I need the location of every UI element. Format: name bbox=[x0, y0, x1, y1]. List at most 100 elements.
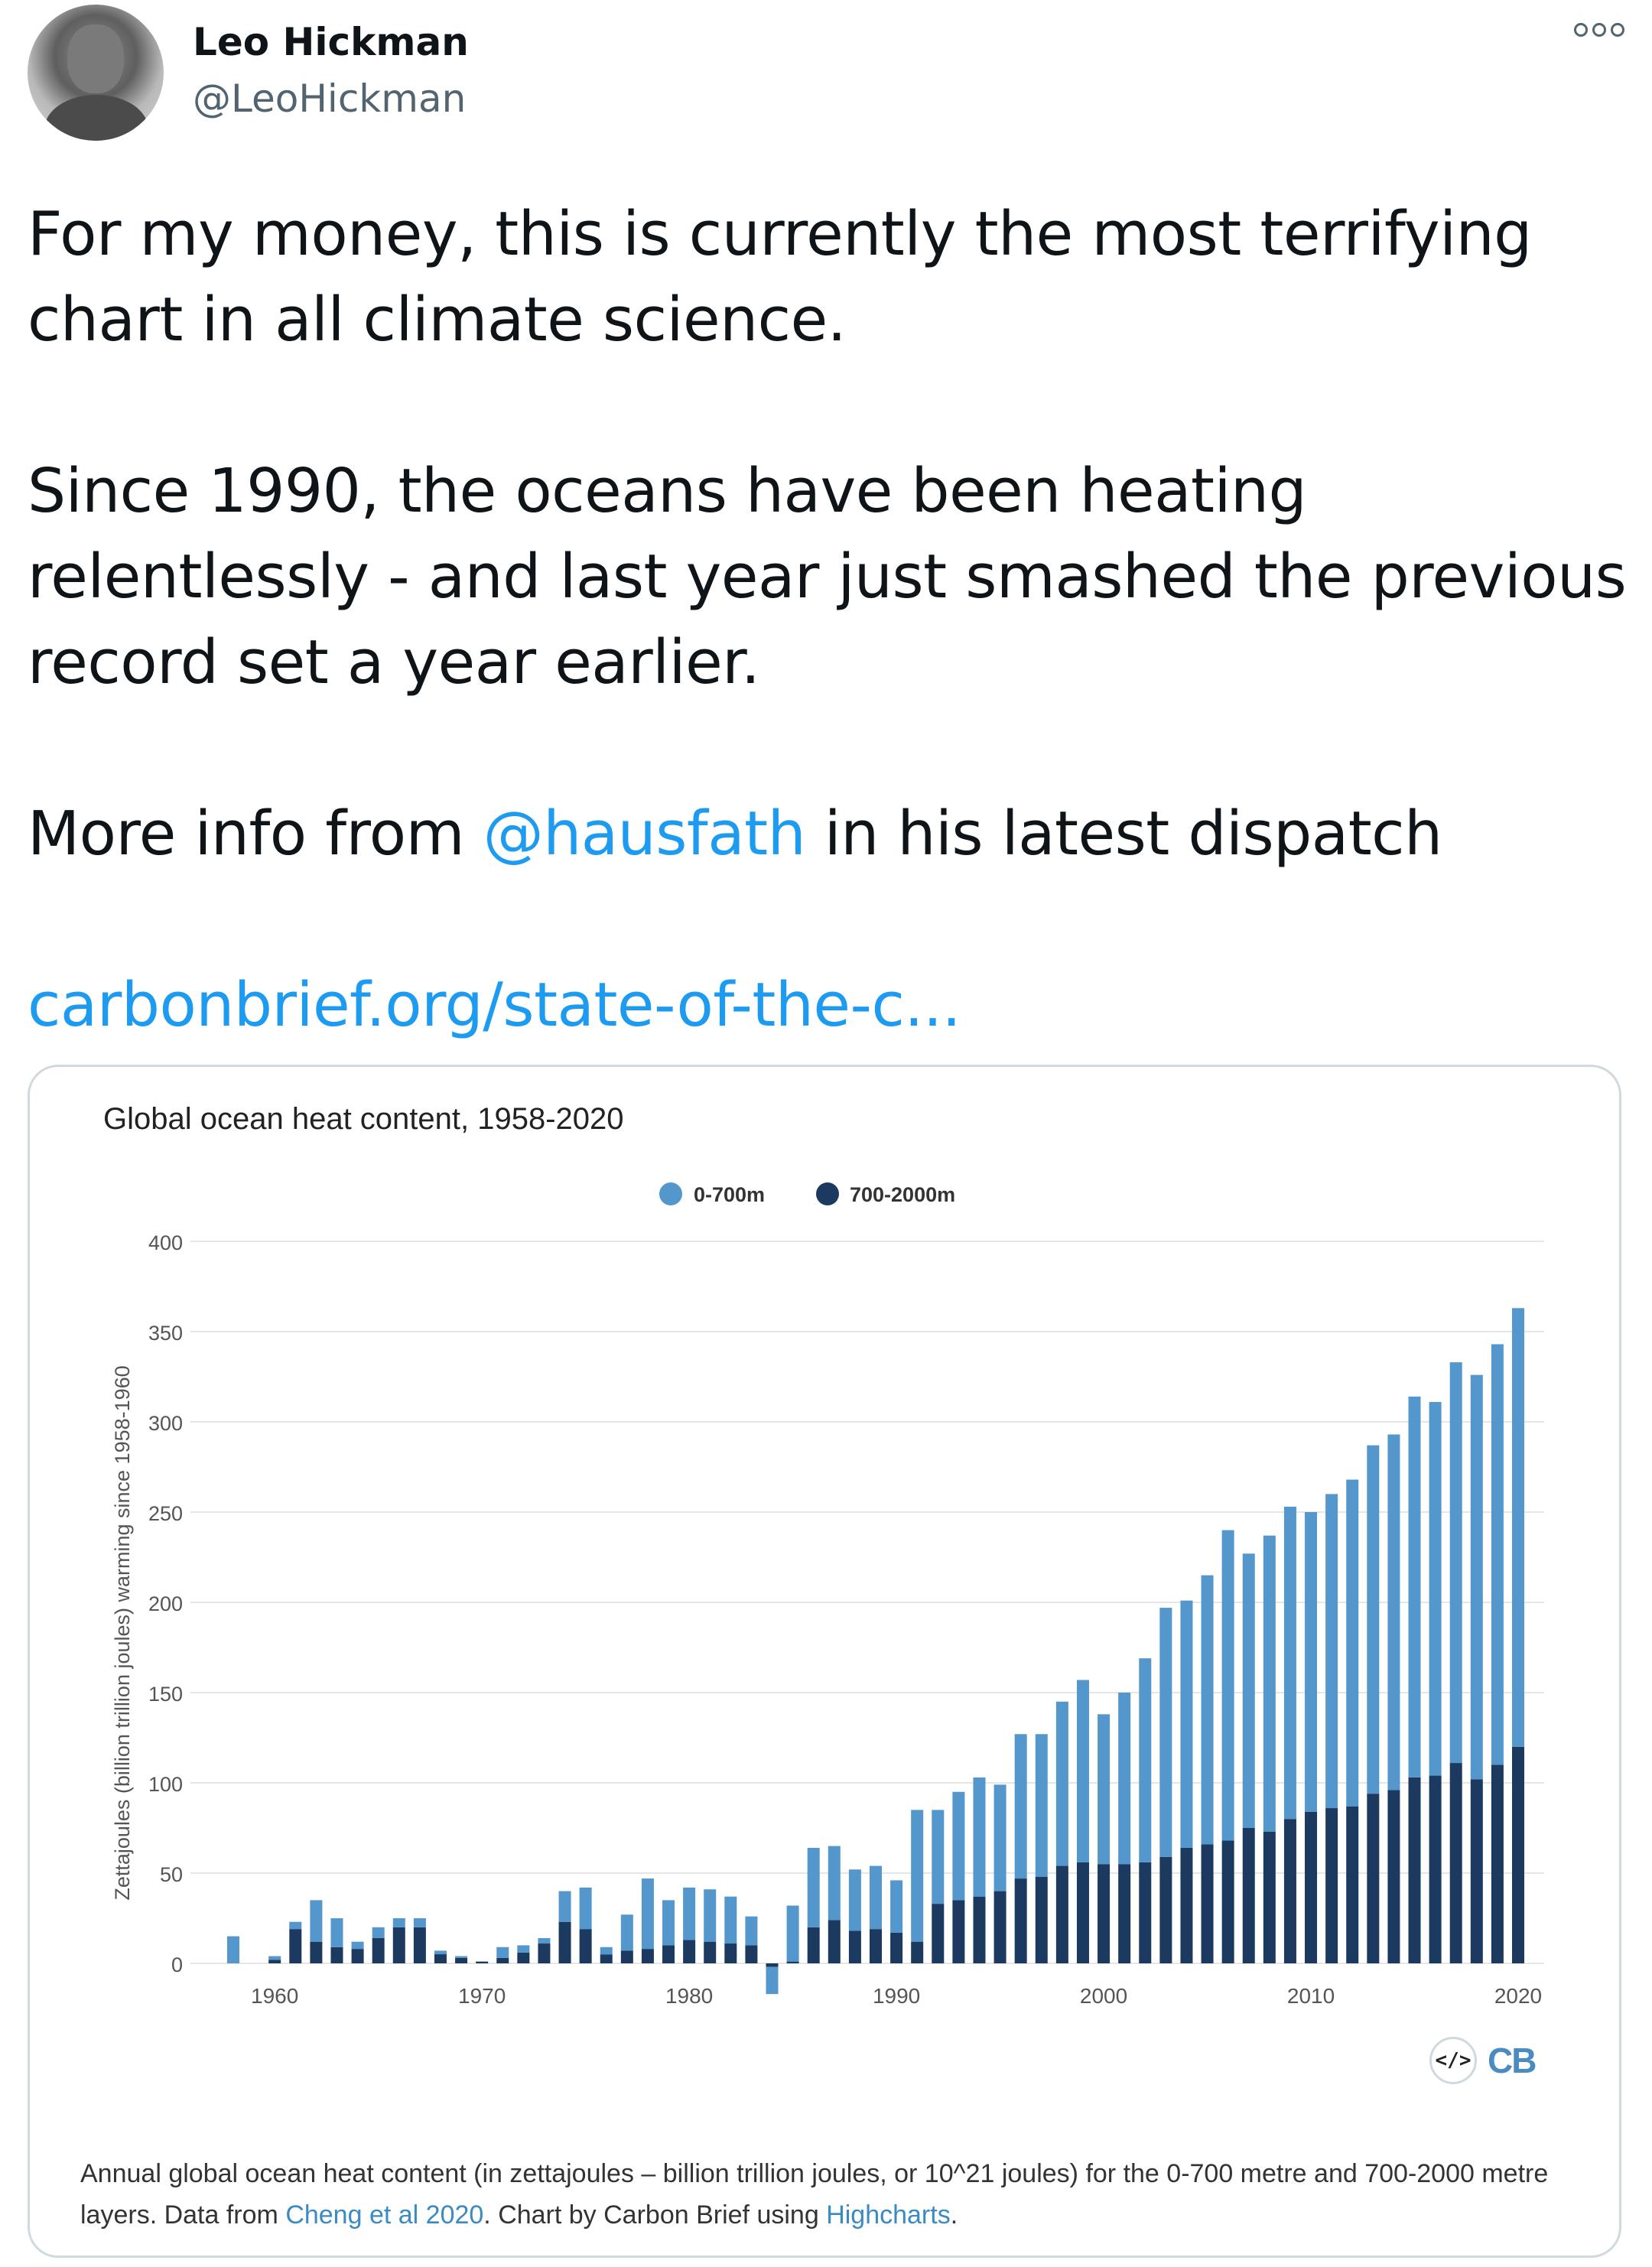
x-tick-label: 1960 bbox=[251, 1984, 298, 2008]
bar-0-700m-1962 bbox=[310, 1900, 323, 1942]
bar-0-700m-1990 bbox=[890, 1880, 903, 1933]
mention-link[interactable]: @hausfath bbox=[483, 798, 806, 869]
bar-0-700m-2017 bbox=[1449, 1362, 1462, 1764]
bar-700-2000m-1970 bbox=[476, 1961, 489, 1963]
bar-700-2000m-1977 bbox=[620, 1950, 633, 1963]
bar-700-2000m-2005 bbox=[1201, 1844, 1214, 1963]
legend-marker-700-2000m bbox=[816, 1182, 839, 1205]
article-link[interactable]: carbonbrief.org/state-of-the-c... bbox=[28, 970, 961, 1040]
bar-700-2000m-2002 bbox=[1139, 1862, 1152, 1963]
bar-700-2000m-1980 bbox=[683, 1940, 696, 1963]
tweet-paragraph-3: More info from @hausfath in his latest d… bbox=[28, 791, 1634, 877]
bar-0-700m-1991 bbox=[911, 1810, 924, 1942]
bar-0-700m-1981 bbox=[704, 1889, 717, 1942]
x-tick-label: 1970 bbox=[458, 1984, 506, 2008]
bar-700-2000m-1983 bbox=[745, 1945, 758, 1963]
bar-700-2000m-2006 bbox=[1221, 1840, 1234, 1963]
bar-0-700m-1971 bbox=[496, 1947, 509, 1958]
tweet-paragraph-2: Since 1990, the oceans have been heating… bbox=[28, 456, 1627, 698]
bar-700-2000m-1964 bbox=[351, 1949, 364, 1963]
bar-0-700m-2012 bbox=[1346, 1479, 1359, 1807]
bar-700-2000m-1979 bbox=[662, 1945, 675, 1963]
bar-700-2000m-1981 bbox=[704, 1941, 717, 1963]
bar-700-2000m-2009 bbox=[1283, 1819, 1296, 1963]
caption-text: . bbox=[950, 2200, 958, 2230]
bar-700-2000m-1966 bbox=[392, 1927, 405, 1963]
bar-0-700m-2008 bbox=[1263, 1535, 1276, 1832]
y-tick-label: 0 bbox=[171, 1953, 183, 1976]
bar-700-2000m-2014 bbox=[1387, 1790, 1400, 1963]
bar-0-700m-2011 bbox=[1325, 1494, 1338, 1809]
chart-title: Global ocean heat content, 1958-2020 bbox=[103, 1102, 624, 1136]
y-tick-label: 200 bbox=[148, 1592, 183, 1615]
bar-700-2000m-1969 bbox=[455, 1957, 468, 1963]
bar-0-700m-2002 bbox=[1139, 1658, 1152, 1862]
bar-700-2000m-1963 bbox=[330, 1947, 343, 1963]
bar-700-2000m-1996 bbox=[1014, 1878, 1027, 1963]
bar-700-2000m-1988 bbox=[848, 1930, 861, 1963]
x-tick-label: 2020 bbox=[1494, 1984, 1542, 2008]
bar-0-700m-1995 bbox=[993, 1784, 1006, 1891]
bar-700-2000m-2016 bbox=[1429, 1775, 1442, 1963]
bar-0-700m-1963 bbox=[330, 1918, 343, 1947]
bar-700-2000m-1982 bbox=[724, 1943, 737, 1963]
y-tick-label: 350 bbox=[148, 1322, 183, 1345]
bar-700-2000m-2020 bbox=[1512, 1746, 1524, 1963]
author-handle[interactable]: @LeoHickman bbox=[193, 76, 467, 121]
bar-700-2000m-2015 bbox=[1408, 1777, 1421, 1963]
bar-700-2000m-2010 bbox=[1305, 1811, 1318, 1963]
bar-700-2000m-1972 bbox=[517, 1952, 530, 1963]
cb-logo-text: CB bbox=[1488, 2041, 1537, 2080]
legend-label-700-2000m: 700-2000m bbox=[850, 1183, 955, 1206]
bar-700-2000m-1986 bbox=[807, 1927, 820, 1963]
tweet-link-paragraph: carbonbrief.org/state-of-the-c... bbox=[28, 962, 1634, 1048]
bar-700-2000m-1998 bbox=[1055, 1865, 1068, 1963]
bar-0-700m-1980 bbox=[683, 1887, 696, 1940]
carbon-brief-logo[interactable]: </> CB bbox=[1429, 2037, 1537, 2084]
cheng-link[interactable]: Cheng et al 2020 bbox=[285, 2200, 484, 2230]
bar-0-700m-1958 bbox=[227, 1936, 239, 1963]
more-horizontal-icon[interactable] bbox=[1574, 23, 1624, 37]
bar-700-2000m-2003 bbox=[1159, 1856, 1172, 1963]
bar-0-700m-1974 bbox=[558, 1891, 571, 1922]
y-tick-label: 250 bbox=[148, 1502, 183, 1525]
more-dot bbox=[1574, 23, 1588, 37]
bar-700-2000m-1995 bbox=[993, 1891, 1006, 1963]
bar-0-700m-1972 bbox=[517, 1945, 530, 1953]
tweet-text: For my money, this is currently the most… bbox=[28, 191, 1634, 1048]
bar-700-2000m-2019 bbox=[1491, 1764, 1504, 1963]
bar-700-2000m-1960 bbox=[268, 1960, 281, 1963]
bar-0-700m-1993 bbox=[952, 1791, 965, 1901]
bar-0-700m-2009 bbox=[1283, 1506, 1296, 1820]
tweet-paragraph-1: For my money, this is currently the most… bbox=[28, 199, 1532, 355]
embed-code-icon[interactable]: </> bbox=[1429, 2037, 1477, 2084]
x-tick-label: 1980 bbox=[665, 1984, 713, 2008]
y-tick-label: 300 bbox=[148, 1412, 183, 1435]
bar-0-700m-1973 bbox=[538, 1937, 551, 1944]
bar-0-700m-1961 bbox=[289, 1921, 302, 1930]
bar-700-2000m-1993 bbox=[952, 1900, 965, 1963]
bar-700-2000m-1987 bbox=[828, 1920, 841, 1963]
bar-0-700m-2015 bbox=[1408, 1396, 1421, 1777]
avatar-head bbox=[67, 24, 124, 93]
y-tick-label: 400 bbox=[148, 1231, 183, 1254]
bar-0-700m-2019 bbox=[1491, 1344, 1504, 1765]
bar-0-700m-1994 bbox=[973, 1777, 986, 1897]
y-tick-label: 150 bbox=[148, 1683, 183, 1706]
bar-700-2000m-1994 bbox=[973, 1896, 986, 1963]
bar-700-2000m-2012 bbox=[1346, 1806, 1359, 1963]
bar-0-700m-2014 bbox=[1387, 1434, 1400, 1791]
avatar[interactable] bbox=[28, 5, 164, 141]
bar-0-700m-1960 bbox=[268, 1956, 281, 1960]
bar-700-2000m-1984 bbox=[766, 1963, 779, 1967]
bar-0-700m-1988 bbox=[848, 1869, 861, 1931]
bar-0-700m-1966 bbox=[392, 1918, 405, 1927]
bar-0-700m-1987 bbox=[828, 1846, 841, 1921]
highcharts-link[interactable]: Highcharts bbox=[826, 2200, 951, 2230]
bar-0-700m-1978 bbox=[641, 1878, 654, 1950]
tweet-text-segment: in his latest dispatch bbox=[805, 798, 1442, 869]
y-tick-label: 50 bbox=[160, 1863, 183, 1886]
chart-card[interactable]: Global ocean heat content, 1958-2020 0 50… bbox=[28, 1065, 1621, 2258]
author-name[interactable]: Leo Hickman bbox=[193, 20, 469, 64]
bar-700-2000m-1992 bbox=[932, 1904, 945, 1963]
